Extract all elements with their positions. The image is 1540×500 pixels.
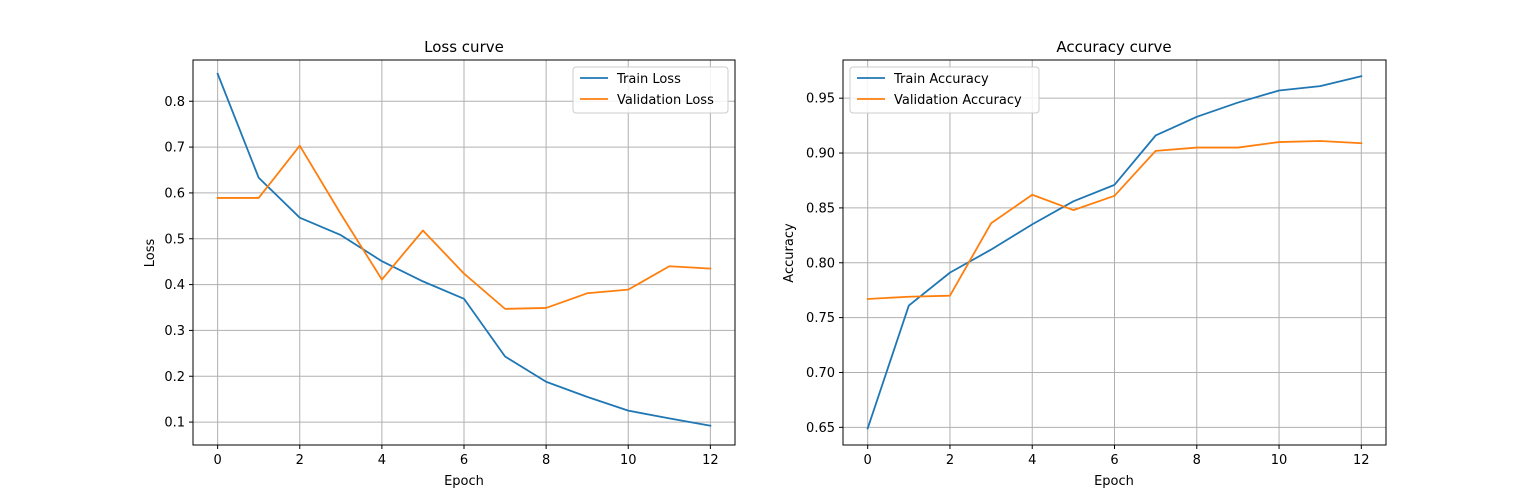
loss-y-tick-label: 0.8	[164, 95, 185, 110]
accuracy-x-tick-label: 6	[1110, 453, 1118, 468]
loss-y-tick-label: 0.6	[164, 186, 185, 201]
accuracy-y-tick-label: 0.90	[806, 147, 835, 162]
accuracy-series-line-validation	[866, 140, 1363, 300]
accuracy-series-line-train	[866, 75, 1363, 430]
loss-y-tick-label: 0.2	[164, 370, 185, 385]
accuracy-x-tick-label: 8	[1193, 453, 1201, 468]
loss-y-tick-label: 0.1	[164, 416, 185, 431]
accuracy-chart: 0 2 4 6 8 10 12 0.65 0.70 0.75 0.80 0.85 0.90 0.95 Ac…	[782, 38, 1387, 489]
accuracy-y-tick-label: 0.70	[806, 366, 835, 381]
accuracy-lines	[866, 75, 1363, 430]
loss-y-tick-label: 0.3	[164, 324, 185, 339]
accuracy-y-tick-label: 0.65	[806, 421, 835, 436]
accuracy-x-tick-label: 4	[1028, 453, 1036, 468]
accuracy-legend-label-validation: Validation Accuracy	[894, 93, 1022, 108]
loss-y-tick-label: 0.4	[164, 278, 185, 293]
accuracy-legend-box	[849, 66, 1040, 114]
accuracy-x-tick-label: 0	[864, 453, 872, 468]
loss-x-tick-label: 2	[296, 453, 304, 468]
loss-y-tick-label: 0.7	[164, 141, 185, 156]
accuracy-x-tick-label: 2	[946, 453, 954, 468]
loss-y-tick-label: 0.5	[164, 232, 185, 247]
loss-series-line-validation	[216, 144, 712, 310]
loss-x-tick-label: 4	[378, 453, 386, 468]
loss-lines	[216, 72, 712, 427]
accuracy-y-tick-label: 0.85	[806, 201, 835, 216]
loss-x-tick-label: 6	[460, 453, 468, 468]
loss-series-line-train	[216, 72, 712, 427]
loss-x-tick-label: 8	[542, 453, 550, 468]
accuracy-y-tick-label: 0.80	[806, 256, 835, 271]
accuracy-y-tick-label: 0.95	[806, 92, 835, 107]
accuracy-x-axis-label: Epoch	[1094, 474, 1134, 489]
loss-y-axis-label: Loss	[143, 239, 158, 268]
loss-legend: Train Loss Validation Loss	[572, 66, 729, 114]
loss-grid	[193, 60, 735, 445]
loss-legend-label-train: Train Loss	[616, 72, 681, 87]
loss-chart-title: Loss curve	[424, 38, 504, 56]
accuracy-grid	[843, 60, 1386, 445]
loss-x-tick-label: 0	[213, 453, 221, 468]
accuracy-x-tick-label: 12	[1353, 453, 1370, 468]
loss-legend-box	[572, 66, 729, 114]
loss-x-tick-label: 12	[702, 453, 719, 468]
accuracy-legend: Train Accuracy Validation Accuracy	[849, 66, 1040, 114]
loss-x-tick-label: 10	[620, 453, 637, 468]
accuracy-x-tick-label: 10	[1271, 453, 1288, 468]
accuracy-y-tick-label: 0.75	[806, 311, 835, 326]
loss-chart: 0 2 4 6 8 10 12 0.1 0.2 0.3 0.4 0.5 0.6 0.7 0.8 Loss c…	[143, 38, 736, 489]
loss-x-axis-label: Epoch	[444, 474, 484, 489]
accuracy-y-axis-label: Accuracy	[782, 223, 797, 283]
accuracy-chart-title: Accuracy curve	[1056, 38, 1171, 56]
loss-legend-label-validation: Validation Loss	[617, 93, 714, 108]
accuracy-legend-label-train: Train Accuracy	[893, 72, 989, 87]
accuracy-ticks: 0 2 4 6 8 10 12 0.65 0.70 0.75 0.80 0.85 0.90 0.95	[806, 92, 1370, 468]
loss-ticks: 0 2 4 6 8 10 12 0.1 0.2 0.3 0.4 0.5 0.6 0.7 0.8	[164, 95, 718, 468]
